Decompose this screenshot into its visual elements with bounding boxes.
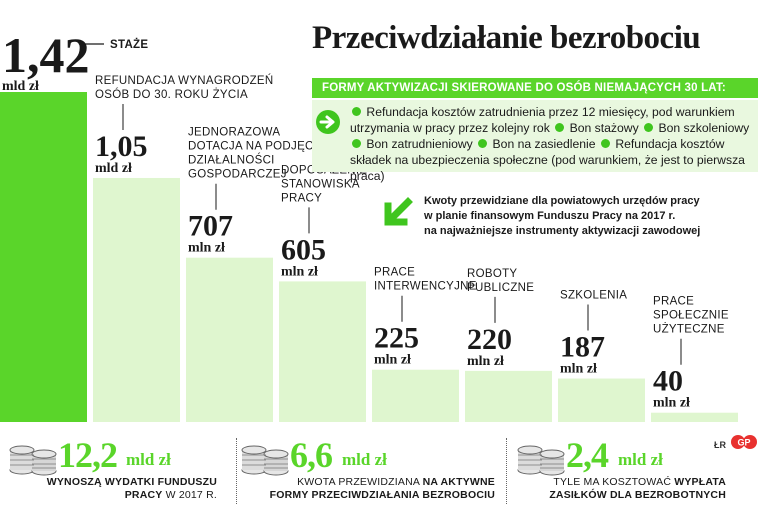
note-line: na najważniejsze instrumenty aktywizacji… <box>424 225 701 237</box>
chart-note: Kwoty przewidziane dla powiatowych urzęd… <box>424 194 760 239</box>
category-label: SPOŁECZNIE <box>653 310 729 322</box>
category-label: INTERWENCYJNE <box>374 281 477 293</box>
info-box: Refundacja kosztów zatrudnienia przez 12… <box>312 100 758 183</box>
page-title: Przeciwdziałanie bezrobociu <box>312 20 701 56</box>
publisher-logo: GP <box>731 435 757 449</box>
category-label: REFUNDACJA WYNAGRODZEŃ <box>95 74 273 87</box>
info-item: Refundacja kosztów zatrudnienia przez 12… <box>350 105 735 135</box>
bar <box>558 378 645 422</box>
unit-label: mln zł <box>374 353 411 368</box>
info-item: Bon stażowy <box>569 121 639 135</box>
value-label: 707 <box>188 210 233 243</box>
category-label: DZIAŁALNOŚCI <box>188 154 275 167</box>
bar <box>93 177 180 422</box>
bar <box>0 92 87 422</box>
category-label: PUBLICZNE <box>467 282 534 294</box>
value-label: 40 <box>653 365 683 398</box>
unit-label: mln zł <box>560 362 597 377</box>
coins-icon <box>241 445 289 476</box>
coins-icon <box>9 445 57 476</box>
bullet-icon <box>555 123 565 132</box>
unit-label: mld zł <box>2 79 39 94</box>
category-label: PRACE <box>374 267 415 279</box>
category-label: GOSPODARCZEJ <box>188 169 287 181</box>
stat-unit: mld zł <box>618 450 663 469</box>
bar <box>186 257 273 422</box>
bullet-icon <box>352 107 361 116</box>
category-label: JEDNORAZOWA <box>188 127 280 139</box>
category-label: SZKOLENIA <box>560 290 627 302</box>
bullet-icon <box>600 139 610 148</box>
stat-description: TYLE MA KOSZTOWAĆ WYPŁATA ZASIŁKÓW DLA B… <box>549 476 726 501</box>
bullet-icon <box>644 123 654 132</box>
info-banner: FORMY AKTYWIZACJI SKIEROWANE DO OSÓB NIE… <box>312 78 758 98</box>
info-item: Refundacja kosztów składek na ubezpiecze… <box>350 137 745 183</box>
divider <box>506 438 507 504</box>
value-label: 1,05 <box>95 130 148 163</box>
note-line: Kwoty przewidziane dla powiatowych urzęd… <box>424 195 700 207</box>
stat-unit: mld zł <box>342 450 387 469</box>
info-item: Bon szkoleniowy <box>658 121 750 135</box>
value-label: 1,42 <box>2 27 90 83</box>
note-line: w planie finansowym Funduszu Pracy na 20… <box>424 210 676 222</box>
value-label: 225 <box>374 322 419 355</box>
unit-label: mln zł <box>653 396 690 411</box>
info-item: Bon zatrudnieniowy <box>366 137 473 151</box>
svg-text:GP: GP <box>737 438 750 448</box>
bar <box>279 281 366 422</box>
arrow-down-left-icon <box>380 196 414 235</box>
info-list: Refundacja kosztów zatrudnienia przez 12… <box>350 104 754 184</box>
value-label: 220 <box>467 323 512 356</box>
author-credit: ŁR <box>714 440 726 450</box>
category-label: STAŻE <box>110 38 148 51</box>
divider <box>236 438 237 504</box>
stat-value: 2,4 <box>566 435 609 475</box>
arrow-right-icon <box>316 110 340 134</box>
unit-label: mld zł <box>95 161 132 176</box>
category-label: ROBOTY <box>467 268 517 280</box>
bar <box>465 370 552 422</box>
unit-label: mln zł <box>281 264 318 279</box>
stat-value: 12,2 <box>58 435 118 475</box>
category-label: STANOWISKA <box>281 178 360 190</box>
value-label: 605 <box>281 233 326 266</box>
stat-value: 6,6 <box>290 435 333 475</box>
category-label: DOTACJA NA PODJĘCIE <box>188 141 325 153</box>
category-label: PRACE <box>653 296 694 308</box>
stat-description: WYNOSZĄ WYDATKI FUNDUSZU PRACY W 2017 R. <box>46 476 217 501</box>
unit-label: mln zł <box>467 354 504 369</box>
bullet-icon <box>352 139 361 148</box>
unit-label: mln zł <box>188 241 225 256</box>
category-label: OSÓB DO 30. ROKU ŻYCIA <box>95 88 248 101</box>
stat-description: KWOTA PRZEWIDZIANA NA AKTYWNE FORMY PRZE… <box>269 476 495 501</box>
info-item: Bon na zasiedlenie <box>492 137 596 151</box>
bar <box>372 369 459 422</box>
coins-icon <box>517 445 565 476</box>
category-label: PRACY <box>281 192 322 204</box>
stat-unit: mld zł <box>126 450 171 469</box>
bar <box>651 412 738 422</box>
category-label: UŻYTECZNE <box>653 323 725 336</box>
bullet-icon <box>478 139 488 148</box>
value-label: 187 <box>560 331 605 364</box>
